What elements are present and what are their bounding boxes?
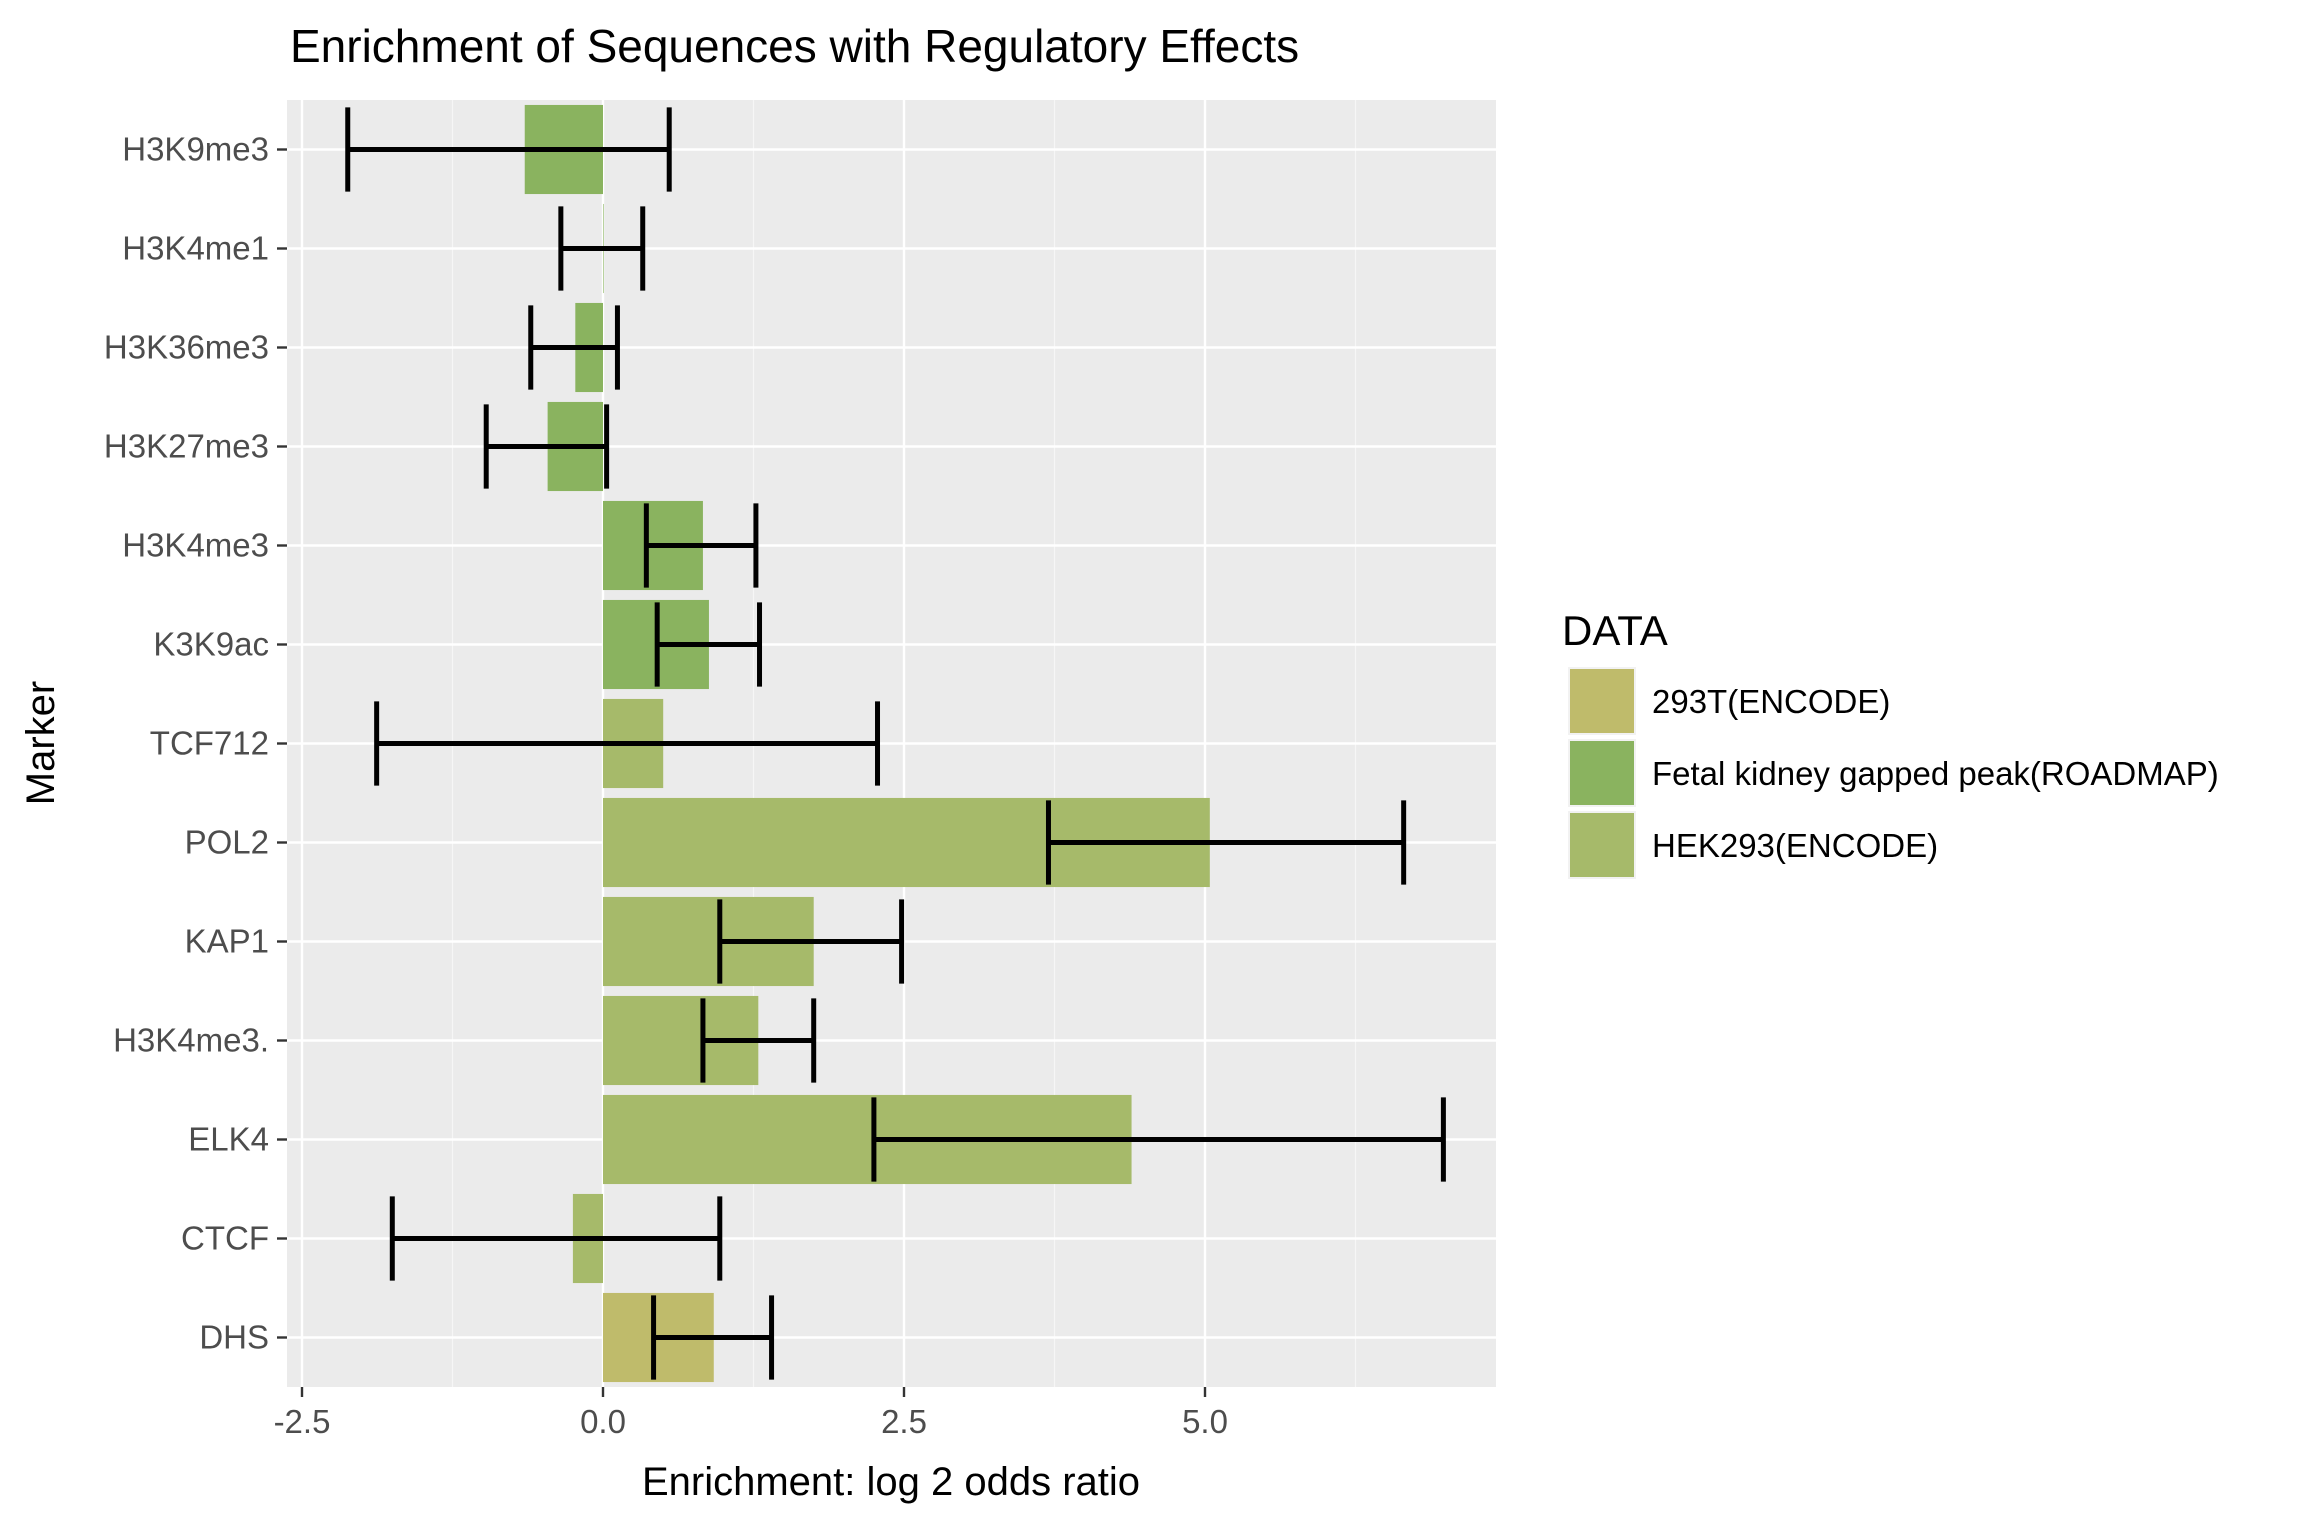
y-tick-label: H3K9me3 bbox=[122, 131, 269, 168]
legend-label: Fetal kidney gapped peak(ROADMAP) bbox=[1652, 755, 2219, 792]
x-axis: -2.5 0.0 2.5 5.0 bbox=[274, 1387, 1228, 1440]
y-tick-label: CTCF bbox=[181, 1220, 269, 1257]
x-tick-label: 2.5 bbox=[881, 1403, 927, 1440]
x-tick-label: 5.0 bbox=[1182, 1403, 1228, 1440]
y-tick-label: DHS bbox=[199, 1319, 269, 1356]
error-bars bbox=[345, 107, 1446, 1380]
y-axis: H3K9me3 H3K4me1 H3K36me3 H3K27me3 H3K4me3 K3K… bbox=[104, 131, 287, 1356]
chart-title: Enrichment of Sequences with Regulatory … bbox=[290, 20, 1299, 72]
y-tick-label: ELK4 bbox=[188, 1121, 269, 1158]
y-tick-label: K3K9ac bbox=[153, 626, 269, 663]
y-tick-label: H3K36me3 bbox=[104, 329, 269, 366]
legend-swatch bbox=[1570, 813, 1634, 877]
legend-title: DATA bbox=[1562, 607, 1668, 654]
y-tick-label: KAP1 bbox=[185, 923, 269, 960]
y-axis-title: Marker bbox=[19, 681, 63, 805]
legend-label: 293T(ENCODE) bbox=[1652, 683, 1890, 720]
y-tick-label: H3K4me1 bbox=[122, 230, 269, 267]
y-tick-label: H3K4me3 bbox=[122, 527, 269, 564]
x-axis-title: Enrichment: log 2 odds ratio bbox=[642, 1460, 1140, 1504]
legend: DATA 293T(ENCODE) Fetal kidney gapped pea… bbox=[1562, 607, 2219, 879]
y-tick-label: POL2 bbox=[185, 824, 269, 861]
y-tick-label: TCF712 bbox=[150, 725, 269, 762]
y-tick-label: H3K27me3 bbox=[104, 428, 269, 465]
legend-label: HEK293(ENCODE) bbox=[1652, 827, 1938, 864]
x-tick-label: 0.0 bbox=[580, 1403, 626, 1440]
legend-swatch bbox=[1570, 741, 1634, 805]
x-tick-label: -2.5 bbox=[274, 1403, 331, 1440]
legend-swatch bbox=[1570, 669, 1634, 733]
y-tick-label: H3K4me3. bbox=[113, 1022, 269, 1059]
